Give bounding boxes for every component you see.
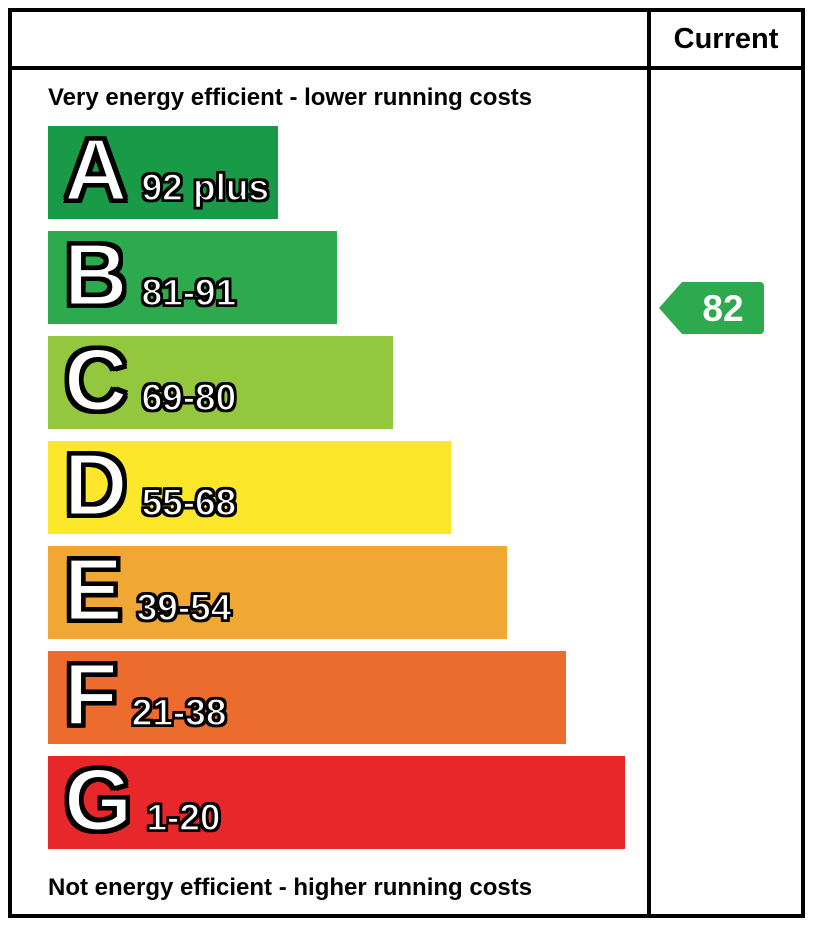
band-f: F 21-38 (48, 644, 567, 744)
band-letter: E (63, 539, 125, 639)
current-column: 82 (647, 70, 801, 914)
rating-scale: Very energy efficient - lower running co… (12, 70, 647, 914)
band-range: 1-20 (146, 796, 222, 838)
current-rating-tag: 82 (682, 282, 764, 334)
current-rating-pointer: 82 (659, 282, 764, 334)
current-rating-value: 82 (702, 287, 744, 329)
band-range: 39-54 (136, 586, 232, 628)
band-range: 92 plus (141, 166, 270, 208)
band-letter: D (63, 434, 130, 534)
band-letter: A (63, 119, 130, 219)
band-range: 55-68 (141, 481, 237, 523)
band-e: E 39-54 (48, 539, 508, 639)
body-row: Very energy efficient - lower running co… (12, 70, 801, 914)
band-letter: B (63, 224, 130, 324)
band-d: D 55-68 (48, 434, 452, 534)
header-row: Current (12, 12, 801, 70)
epc-rating-chart: Current Very energy efficient - lower ru… (8, 8, 805, 918)
band-a: A 92 plus (48, 119, 278, 219)
band-range: 21-38 (131, 691, 227, 733)
band-g: G 1-20 (48, 749, 626, 849)
band-letter: G (62, 749, 133, 849)
band-range: 69-80 (141, 376, 237, 418)
band-range: 81-91 (141, 271, 237, 313)
band-c: C 69-80 (48, 329, 393, 429)
caption-bottom: Not energy efficient - higher running co… (48, 874, 533, 902)
band-letter: C (63, 329, 130, 429)
caption-top: Very energy efficient - lower running co… (48, 84, 533, 111)
current-column-header: Current (647, 12, 801, 66)
left-arrow-icon (659, 282, 682, 334)
band-letter: F (63, 644, 120, 744)
band-b: B 81-91 (48, 224, 337, 324)
header-spacer (12, 12, 647, 66)
